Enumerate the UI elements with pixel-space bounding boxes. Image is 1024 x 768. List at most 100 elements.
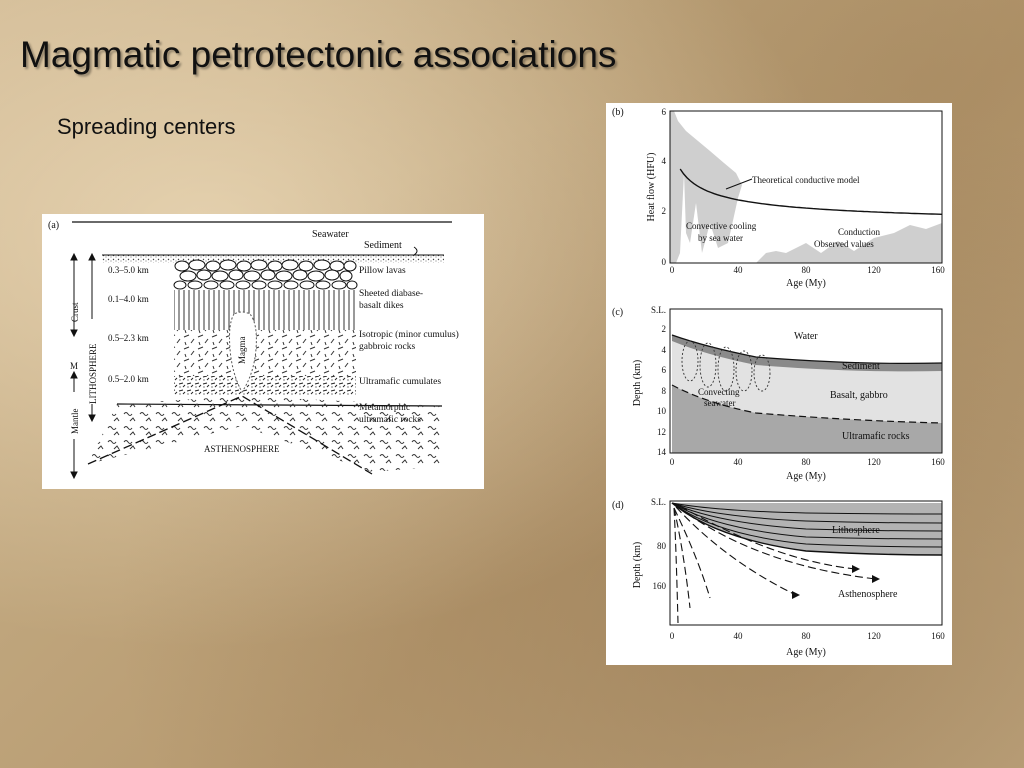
model-pointer — [725, 178, 753, 190]
b-ytick: 4 — [662, 156, 667, 166]
slide-title: Magmatic petrotectonic associations — [20, 34, 617, 75]
d-xtick: 120 — [867, 631, 881, 641]
magma-chamber — [229, 311, 257, 393]
label-conduction: Conduction — [838, 227, 880, 237]
d-xtick: 160 — [931, 631, 945, 641]
slide-subtitle: Spreading centers — [57, 114, 236, 139]
c-ytick: 2 — [662, 324, 667, 334]
d-xtick: 40 — [734, 631, 744, 641]
layer-label-dikes-2: basalt dikes — [359, 301, 404, 311]
d-sl-label: S.L. — [651, 497, 666, 507]
thickness-pillow: 0.3–5.0 km — [108, 265, 149, 275]
b-xlabel: Age (My) — [786, 278, 826, 289]
c-xtick: 40 — [734, 457, 744, 467]
sheeted-dikes-layer — [174, 290, 356, 330]
asthenosphere-flow-lines — [673, 505, 877, 624]
observed-heat-flow-area-tail — [756, 223, 942, 263]
metamorphic-ultramafic-layer — [88, 396, 442, 472]
magma-label: Magma — [237, 337, 247, 365]
c-xtick: 80 — [802, 457, 812, 467]
c-ytick: 10 — [657, 406, 667, 416]
c-sl-label: S.L. — [651, 305, 666, 315]
c-xtick: 120 — [867, 457, 881, 467]
label-convective-1: Convective cooling — [686, 221, 757, 231]
sediment-label: Sediment — [364, 240, 402, 251]
convecting-label-2: seawater — [704, 398, 735, 408]
b-xtick: 40 — [734, 265, 744, 275]
ultramafic-rocks-layer — [672, 385, 942, 453]
b-ytick: 6 — [662, 107, 667, 117]
isotherm-lines — [671, 502, 943, 556]
b-xtick: 120 — [867, 265, 881, 275]
basalt-label: Basalt, gabbro — [830, 390, 888, 401]
sediment-label-c: Sediment — [842, 361, 880, 372]
left-scale-arrows — [70, 252, 96, 480]
gabbro-layer — [174, 330, 356, 376]
c-ytick: 6 — [662, 365, 667, 375]
layer-label-gabbro-1: Isotropic (minor cumulus) — [359, 329, 459, 340]
seawater-label: Seawater — [312, 229, 349, 240]
c-ytick: 4 — [662, 345, 667, 355]
b-ytick: 2 — [662, 206, 667, 216]
d-ylabel: Depth (km) — [632, 542, 643, 588]
layer-label-dikes-1: Sheeted diabase- — [359, 289, 423, 299]
label-observed: Observed values — [814, 239, 874, 249]
sediment-layer — [672, 335, 942, 372]
panel-c-tag: (c) — [612, 307, 623, 318]
c-ytick: 8 — [662, 386, 667, 396]
flow-arrowheads — [792, 565, 880, 599]
sediment-strip — [102, 254, 444, 263]
lithosphere-label: LITHOSPHERE — [88, 343, 98, 404]
pillow-lavas-layer — [173, 259, 358, 290]
d-ytick: 160 — [653, 581, 667, 591]
depth-axes — [669, 308, 943, 454]
layer-label-pillow: Pillow lavas — [359, 266, 406, 276]
convection-cells — [681, 340, 771, 392]
mantle-label: Mantle — [70, 409, 80, 435]
moho-dashed-line — [671, 384, 943, 424]
thickness-cumulates: 0.5–2.0 km — [108, 374, 149, 384]
c-ylabel: Depth (km) — [632, 360, 643, 406]
b-ylabel: Heat flow (HFU) — [646, 153, 657, 222]
lithosphere-panel: (d) — [612, 497, 945, 658]
label-theoretical-model: Theoretical conductive model — [752, 175, 860, 185]
observed-heat-flow-area — [670, 111, 742, 263]
lithosphere-label-d: Lithosphere — [832, 525, 880, 536]
d-xlabel: Age (My) — [786, 647, 826, 658]
d-xtick: 80 — [802, 631, 812, 641]
ridge-profiles-figure: (b) Theoretical conductive model Convect… — [606, 103, 952, 665]
layer-label-metamorphic-1: Metamorphic — [359, 403, 410, 413]
d-ytick: 80 — [657, 541, 667, 551]
c-ytick: 14 — [657, 447, 667, 457]
layer-label-metamorphic-2: ultramafic rocks — [359, 414, 421, 425]
c-xlabel: Age (My) — [786, 471, 826, 482]
label-convective-2: by sea water — [698, 233, 743, 243]
asthenosphere-label: ASTHENOSPHERE — [204, 444, 280, 454]
thickness-gabbro: 0.5–2.3 km — [108, 333, 149, 343]
panel-d-tag: (d) — [612, 500, 624, 511]
crust-label: Crust — [70, 302, 80, 322]
b-xtick: 80 — [802, 265, 812, 275]
b-xtick: 0 — [670, 265, 675, 275]
convecting-label-1: Convecting — [698, 387, 740, 397]
asthenosphere-boundary — [87, 395, 373, 475]
ophiolite-section-figure: (a) Seawater Sediment — [42, 214, 484, 489]
layer-label-gabbro-2: gabbroic rocks — [359, 342, 415, 352]
c-xtick: 160 — [931, 457, 945, 467]
panel-a-tag: (a) — [48, 220, 59, 231]
panel-b-tag: (b) — [612, 107, 624, 118]
layer-label-cumulates: Ultramafic cumulates — [359, 376, 441, 387]
ultramafic-cumulates-layer — [174, 376, 356, 396]
moho-m-label: M — [70, 361, 78, 371]
depth-layers-panel: (c) Water Sediment Convecting seawater B… — [612, 305, 945, 482]
ultramafic-label: Ultramafic rocks — [842, 431, 910, 442]
theoretical-model-curve — [679, 168, 943, 215]
b-xtick: 160 — [931, 265, 945, 275]
c-ytick: 12 — [657, 427, 666, 437]
lithosphere-axes — [669, 500, 943, 626]
asthenosphere-label-d: Asthenosphere — [838, 589, 898, 600]
d-xtick: 0 — [670, 631, 675, 641]
water-label: Water — [794, 331, 818, 342]
b-ytick: 0 — [662, 257, 667, 267]
thickness-dikes: 0.1–4.0 km — [108, 294, 149, 304]
